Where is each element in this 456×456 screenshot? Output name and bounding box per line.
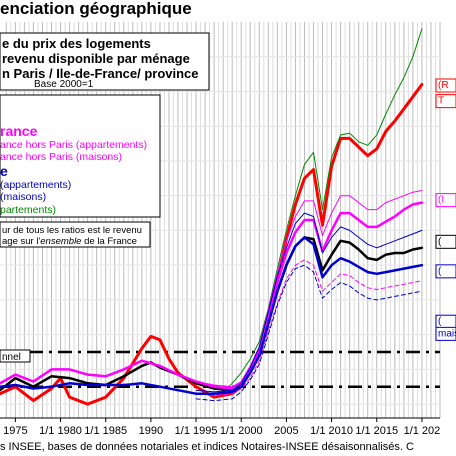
right-label: (	[438, 266, 442, 277]
legend-entry: (appartements)	[0, 179, 71, 191]
right-label-box	[435, 234, 456, 249]
note-line: age sur l'ensemble de la France	[2, 236, 137, 247]
x-tick-label: 1/1 2015	[355, 425, 398, 437]
title-box-line: e du prix des logements	[2, 36, 151, 51]
x-tick-label: 1975	[3, 425, 27, 437]
right-label-box	[435, 264, 456, 279]
series-line-5	[195, 259, 423, 396]
x-tick-label: 1990	[139, 425, 163, 437]
title-box-line: revenu disponible par ménage	[2, 51, 190, 66]
legend-entry: (maisons)	[0, 191, 46, 203]
series-line-6	[0, 236, 424, 395]
source-footer: s INSEE, bases de données notariales et …	[0, 441, 414, 453]
right-label-box	[435, 326, 456, 341]
legend-entry: ance hors Paris (maisons)	[0, 151, 122, 163]
right-label-box	[435, 94, 456, 109]
chart-title: enciation géographique	[0, 0, 192, 18]
x-tick-label: 1/1 1995	[175, 425, 218, 437]
legend-entry: rance	[0, 123, 38, 139]
series-line-1	[222, 28, 423, 393]
right-label: (	[438, 236, 442, 247]
x-tick-label: 1/1 2010	[310, 425, 353, 437]
x-tick-label: 1/1 1980	[39, 425, 82, 437]
x-tick-label: 1/1 1985	[84, 425, 127, 437]
series-line-3	[0, 201, 424, 390]
right-label: maiso	[438, 328, 456, 339]
series-line-8	[195, 264, 423, 402]
x-tick-label: 2005	[274, 425, 298, 437]
series-line-4	[195, 190, 423, 388]
legend-entry: partements)	[0, 204, 56, 216]
note-box	[0, 221, 151, 248]
tunnel-label-box	[0, 349, 31, 363]
right-label: (R	[438, 80, 449, 91]
title-box-line: n Paris / Ile-de-France/ province	[2, 66, 199, 81]
right-label-box	[435, 193, 456, 208]
legend-entry: ance hors Paris (appartements)	[0, 139, 147, 151]
x-tick-label: 1/1 202	[404, 425, 441, 437]
title-box	[0, 32, 210, 91]
title-box-base: Base 2000=1	[34, 79, 94, 90]
series-layer	[0, 28, 424, 406]
axis-layer: 1975 1/1 1980 1/1 1985 1990 1/1 1995 1/1 2000…	[0, 417, 441, 437]
right-label: (I	[438, 195, 444, 206]
x-tick-label: 1/1 2000	[220, 425, 263, 437]
legend-entry: e	[0, 163, 8, 179]
note-line: ur de tous les ratios est le revenu	[2, 225, 142, 236]
right-label: T	[438, 96, 444, 107]
right-label-box	[435, 78, 456, 93]
tunnel-label: nnel	[2, 352, 21, 363]
legend-box	[0, 94, 161, 218]
right-label: (	[438, 316, 442, 327]
series-line-7	[195, 212, 423, 393]
